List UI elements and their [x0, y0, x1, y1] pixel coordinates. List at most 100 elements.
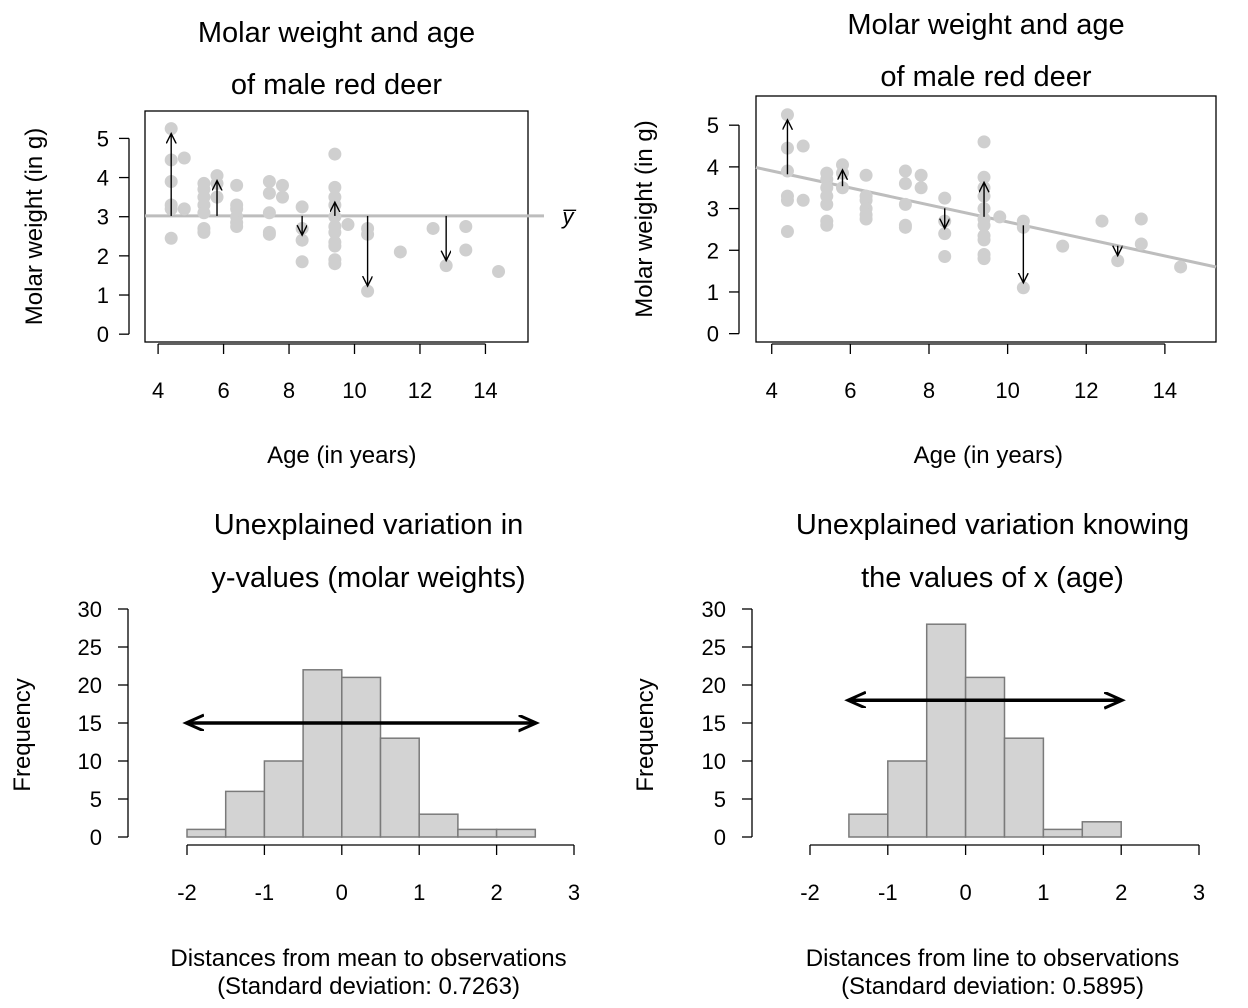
x-tick-label: 6 [844, 378, 856, 403]
y-tick-label: 10 [702, 749, 726, 774]
data-point [164, 122, 178, 136]
data-point [898, 220, 912, 234]
data-point [328, 210, 342, 224]
data-point [859, 168, 873, 182]
x-tick-label: 14 [1153, 378, 1177, 403]
x-tick-label: 2 [490, 880, 502, 905]
data-point [177, 202, 191, 216]
x-tick-label: 4 [152, 378, 164, 403]
data-point [361, 284, 375, 298]
histogram-bar [887, 760, 928, 838]
data-point [1111, 254, 1125, 268]
y-tick-label: 15 [702, 711, 726, 736]
x-tick-label: 10 [342, 378, 366, 403]
histogram-bar [848, 813, 889, 838]
data-point [262, 227, 276, 241]
chart-title-line: of male red deer [231, 69, 443, 101]
y-tick-label: 20 [702, 673, 726, 698]
x-tick-label: 12 [1074, 378, 1098, 403]
standard-deviation-label: (Standard deviation: 0.7263) [217, 973, 520, 1000]
data-point [780, 193, 794, 207]
data-point [796, 139, 810, 153]
data-point [977, 170, 991, 184]
data-point [328, 257, 342, 271]
data-point [295, 200, 309, 214]
data-point [938, 191, 952, 205]
histogram-bar [1042, 828, 1084, 838]
data-point [914, 168, 928, 182]
y-tick-label: 1 [707, 280, 719, 305]
histogram-bar [495, 828, 537, 838]
x-tick-label: 3 [1193, 880, 1205, 905]
y-tick-label: 15 [78, 711, 102, 736]
data-point [977, 252, 991, 266]
plot-frame [144, 110, 529, 343]
data-point [898, 177, 912, 191]
x-tick-label: 1 [1037, 880, 1049, 905]
x-tick-label: -1 [255, 880, 275, 905]
y-tick-label: 5 [714, 787, 726, 812]
y-tick-label: 30 [78, 597, 102, 622]
data-point [328, 225, 342, 239]
x-tick-label: 10 [995, 378, 1019, 403]
data-point [459, 220, 473, 233]
data-point [1134, 212, 1148, 226]
y-tick-label: 4 [97, 166, 109, 191]
data-point [977, 233, 991, 247]
y-tick-label: 2 [97, 244, 109, 269]
data-point [230, 220, 244, 233]
y-tick-label: 20 [78, 673, 102, 698]
y-tick-label: 4 [707, 155, 719, 180]
x-tick-label: 0 [959, 880, 971, 905]
data-point [328, 180, 342, 194]
y-tick-label: 0 [707, 322, 719, 347]
x-tick-label: 8 [283, 378, 295, 403]
x-tick-label: -2 [800, 880, 820, 905]
data-point [820, 197, 834, 211]
data-point [1174, 260, 1188, 274]
x-tick-label: 14 [473, 378, 497, 403]
histogram-bar [379, 737, 420, 838]
chart-title-line: Unexplained variation knowing [796, 509, 1189, 541]
x-tick-label: -2 [177, 880, 197, 905]
x-tick-label: 2 [1115, 880, 1127, 905]
y-tick-label: 25 [702, 635, 726, 660]
data-point [341, 218, 355, 232]
data-point [1016, 281, 1030, 295]
data-point [977, 218, 991, 232]
data-point [164, 231, 178, 245]
chart-title-line: y-values (molar weights) [211, 562, 525, 594]
histogram-bar [302, 669, 343, 838]
data-point [780, 108, 794, 122]
data-point [230, 178, 244, 192]
histogram-bar [418, 813, 459, 838]
x-axis-label: Distances from line to observations [806, 945, 1180, 972]
data-point [1134, 237, 1148, 251]
y-tick-label: 30 [702, 597, 726, 622]
data-point [898, 164, 912, 178]
y-axis-label: Frequency [632, 678, 659, 791]
y-axis-label: Molar weight (in g) [21, 128, 48, 325]
histogram-bar [1081, 821, 1122, 838]
data-point [914, 181, 928, 195]
x-tick-label: -1 [878, 880, 898, 905]
histogram-bar [263, 760, 304, 838]
data-point [835, 181, 849, 195]
histogram-bar [341, 676, 382, 838]
y-tick-label: 0 [97, 322, 109, 347]
chart-title-line: the values of x (age) [861, 562, 1124, 594]
y-axis-label: Molar weight (in g) [631, 120, 658, 317]
data-point [780, 225, 794, 239]
y-tick-label: 3 [97, 205, 109, 230]
y-tick-label: 0 [90, 825, 102, 850]
data-point [426, 221, 440, 235]
data-point [328, 147, 342, 161]
data-point [977, 135, 991, 149]
data-point [393, 245, 407, 259]
x-tick-label: 3 [568, 880, 580, 905]
